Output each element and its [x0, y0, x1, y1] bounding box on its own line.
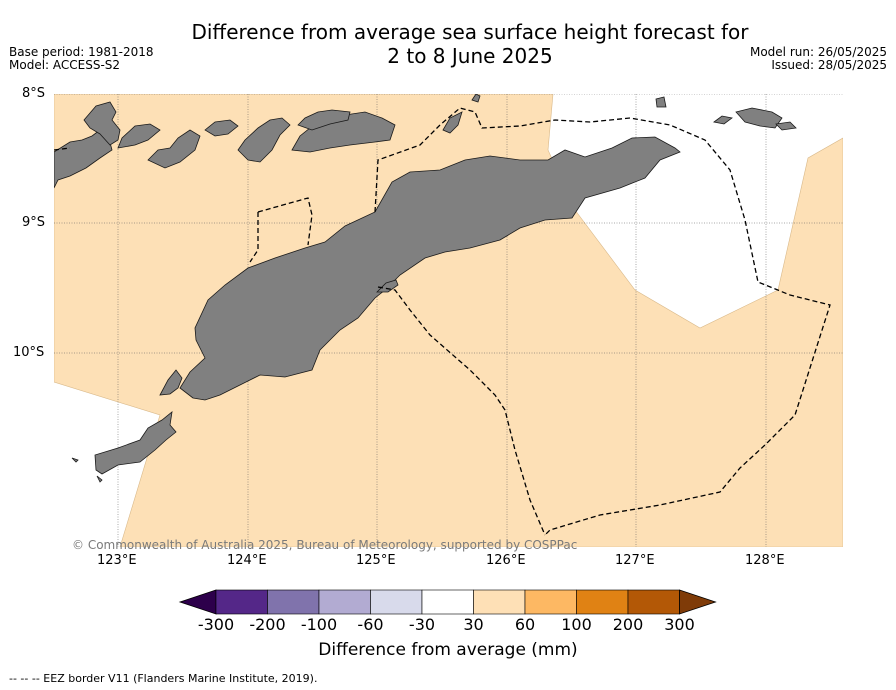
model-name: Model: ACCESS-S2: [9, 58, 121, 72]
pantar: [204, 119, 239, 137]
meta-left: Base period: 1981-2018 Model: ACCESS-S2: [9, 46, 154, 72]
colorbar-swatch: [215, 589, 268, 615]
colorbar-tick-label: 60: [514, 615, 536, 634]
base-period: Base period: 1981-2018: [9, 45, 154, 59]
colorbar-tick-label: -100: [300, 615, 338, 634]
colorbar-swatch: [370, 589, 423, 615]
colorbar-swatch: [576, 589, 629, 615]
lat-label-9s: 9°S: [22, 215, 46, 230]
eez-border: [54, 107, 831, 536]
colorbar-tick-label: 30: [463, 615, 484, 634]
copyright-notice: © Commonwealth of Australia 2025, Bureau…: [72, 538, 578, 552]
colorbar-swatch: [627, 589, 680, 615]
colorbar-swatch: [318, 589, 371, 615]
sumba-island: [94, 411, 177, 475]
colorbar-tick-label: -60: [357, 615, 384, 634]
alor: [237, 117, 291, 163]
colorbar-label: Difference from average (mm): [318, 640, 578, 660]
colorbar-tick-label: -300: [197, 615, 235, 634]
issued-date: Issued: 28/05/2025: [771, 58, 887, 72]
title-line-2: 2 to 8 June 2025: [387, 44, 553, 68]
land-masses: [54, 94, 797, 483]
lakor: [775, 121, 797, 131]
lat-label-10s: 10°S: [13, 345, 45, 360]
wetar-north: [297, 109, 351, 131]
meta-right: Model run: 26/05/2025 Issued: 28/05/2025: [750, 46, 887, 72]
colorbar-tick-label: -200: [249, 615, 286, 634]
lon-label-128e: 128°E: [745, 553, 785, 568]
colorbar-tick-label: 100: [561, 615, 592, 634]
lon-label-123e: 123°E: [97, 553, 137, 568]
colorbar-extend-low: [178, 589, 217, 615]
lon-label-125e: 125°E: [356, 553, 396, 568]
colorbar: [178, 589, 717, 615]
map-area[interactable]: [54, 94, 843, 547]
colorbar-tick-label: 300: [664, 615, 695, 634]
colorbar-tick-label: 200: [612, 615, 644, 634]
flores-islands: [54, 129, 113, 189]
small-island-3: [442, 111, 463, 134]
eez-legend: -- -- -- EEZ border V11 (Flanders Marine…: [9, 672, 318, 685]
lon-label-126e: 126°E: [486, 553, 526, 568]
moa: [735, 107, 783, 129]
colorbar-swatch: [267, 589, 320, 615]
small-island-2: [96, 475, 103, 483]
rote-island: [159, 369, 183, 396]
small-island-4: [471, 94, 481, 103]
timor-island: [179, 136, 681, 401]
colorbar-swatch: [473, 589, 526, 615]
title-line-1: Difference from average sea surface heig…: [191, 20, 749, 44]
flores-east: [83, 101, 121, 146]
kisar: [655, 96, 667, 108]
colorbar-swatch: [421, 589, 474, 615]
lon-label-124e: 124°E: [227, 553, 267, 568]
alor-west: [147, 129, 201, 169]
lembata: [117, 123, 161, 149]
chart-title: Difference from average sea surface heig…: [150, 20, 790, 68]
colorbar-tick-label: -30: [408, 615, 436, 634]
colorbar-swatch: [524, 589, 577, 615]
lon-label-127e: 127°E: [615, 553, 655, 568]
leti: [713, 115, 733, 125]
lat-label-8s: 8°S: [22, 86, 46, 101]
model-run: Model run: 26/05/2025: [749, 45, 887, 59]
colorbar-extend-high: [679, 589, 717, 615]
small-island-1: [71, 457, 79, 463]
wetar-island: [376, 279, 399, 293]
